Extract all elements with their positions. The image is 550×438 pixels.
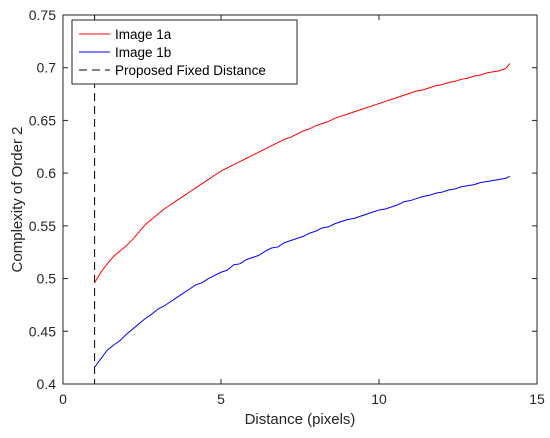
y-tick-label: 0.65 [29,112,56,128]
y-tick-label: 0.75 [29,7,56,23]
axis-ticks: 0 5 10 15 0.4 0.45 0.5 0.55 0.6 0.65 0.7 0.75 [29,7,545,407]
y-tick-label: 0.55 [29,218,56,234]
y-tick-label: 0.7 [37,60,57,76]
legend: Image 1a Image 1b Proposed Fixed Distanc… [71,19,298,85]
series-line-image-1b [94,175,511,368]
x-tick-label: 0 [59,391,67,407]
y-axis-title: Complexity of Order 2 [9,127,26,273]
series-line-image-1a [94,63,511,284]
y-tick-label: 0.5 [37,271,57,287]
x-tick-label: 5 [217,391,225,407]
y-tick-label: 0.6 [37,165,57,181]
x-axis-title: Distance (pixels) [245,411,356,428]
y-tick-label: 0.45 [29,323,56,339]
y-tick-label: 0.4 [37,376,57,392]
legend-label-image-1a: Image 1a [115,27,172,42]
x-tick-label: 15 [529,391,545,407]
legend-label-image-1b: Image 1b [115,45,171,60]
x-tick-label: 10 [371,391,387,407]
legend-label-proposed-fixed-distance: Proposed Fixed Distance [115,63,266,78]
series-layer [94,15,511,384]
